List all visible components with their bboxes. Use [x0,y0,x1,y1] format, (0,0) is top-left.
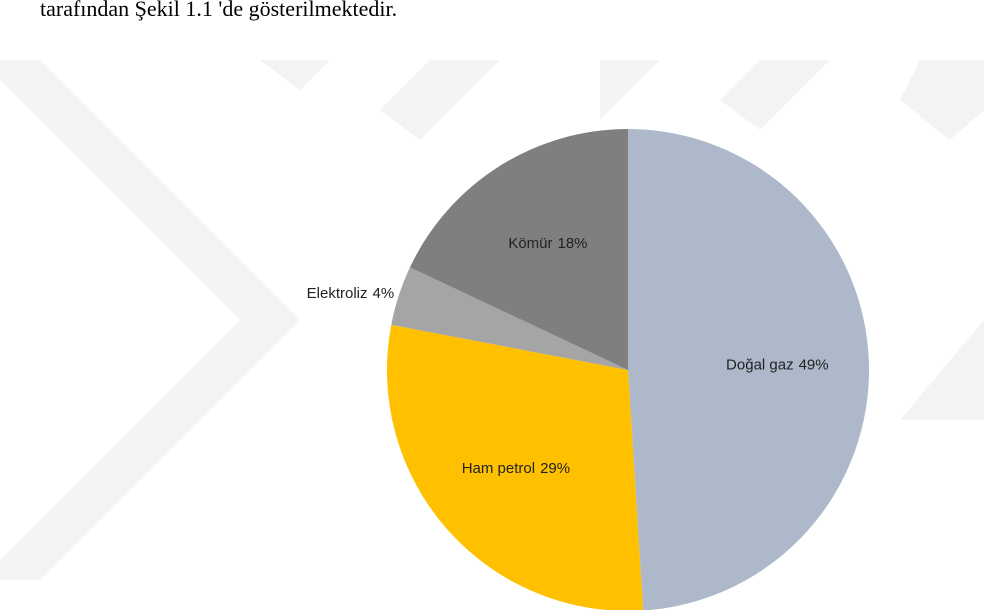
pie-slice [387,324,644,610]
slice-category: Kömür [508,235,552,252]
slice-value: 18% [558,235,588,252]
pie-slice [391,267,628,370]
slice-category: Elektroliz [307,285,368,302]
slice-category: Ham petrol [462,460,535,477]
slice-label: Doğal gaz 49% [726,356,829,373]
slice-label: Elektroliz 4% [307,285,395,302]
slice-value: 29% [540,460,570,477]
pie-slice [409,129,628,370]
slice-value: 49% [799,356,829,373]
slice-label: Kömür 18% [508,235,587,252]
pie-slice [628,129,869,610]
slice-category: Doğal gaz [726,356,794,373]
slice-value: 4% [373,285,395,302]
body-text: tarafından Şekil 1.1 'de gösterilmektedi… [40,0,397,21]
watermark [0,60,984,580]
slice-label: Ham petrol 29% [462,460,570,477]
